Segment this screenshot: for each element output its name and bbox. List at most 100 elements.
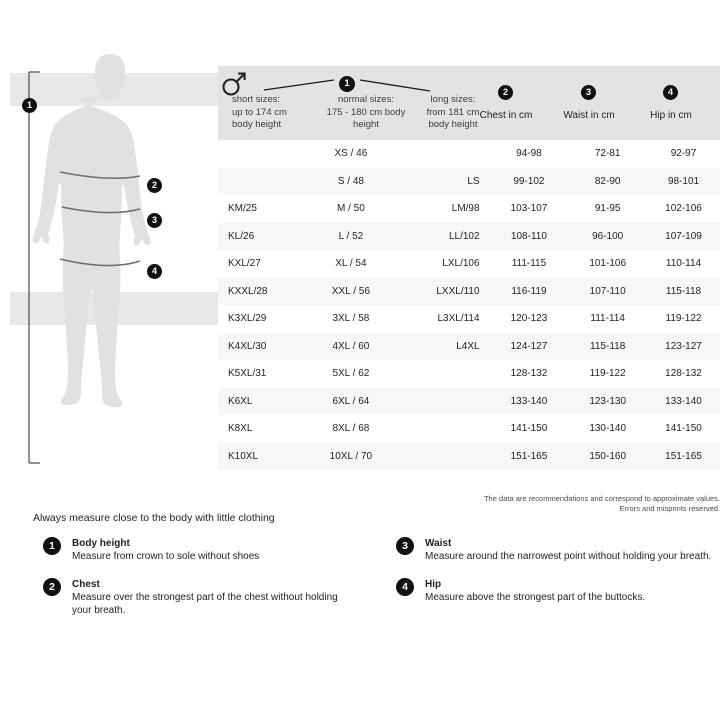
cell-waist: 130-140 — [589, 423, 627, 435]
legend-title-3: Waist — [425, 538, 452, 549]
cell-short-size: KXXL/28 — [228, 285, 268, 297]
figure-badge-4: 4 — [147, 264, 162, 279]
cell-long-size: LXXL/110 — [436, 285, 480, 297]
header-waist-label: Waist in cm — [563, 110, 615, 121]
cell-waist: 115-118 — [590, 340, 626, 352]
legend-title-4: Hip — [425, 579, 442, 590]
table-row: K8XL 8XL / 68 141-150 130-140 141-150 — [218, 415, 720, 443]
header-normal-sizes: normal sizes: 175 - 180 cm body height — [318, 94, 414, 132]
cell-chest: 133-140 — [510, 395, 548, 407]
cell-chest: 120-123 — [510, 313, 548, 325]
legend-item-body-height: 1 Body height Measure from crown to sole… — [43, 537, 343, 563]
legend-badge-2: 2 — [43, 578, 61, 596]
cell-short-size: KXL/27 — [228, 258, 261, 270]
cell-short-size: K6XL — [228, 395, 253, 407]
header-leader-lines — [263, 79, 431, 92]
cell-chest: 99-102 — [513, 175, 545, 187]
cell-waist: 82-90 — [594, 175, 621, 187]
legend-desc-4: Measure above the strongest part of the … — [425, 592, 646, 603]
cell-long-size: LL/102 — [448, 230, 480, 242]
cell-waist: 119-122 — [589, 368, 626, 380]
header-normal-line-1: normal sizes: — [338, 94, 394, 105]
cell-short-size: K10XL — [228, 450, 259, 462]
table-row: K10XL 10XL / 70 151-165 150-160 151-165 — [218, 442, 720, 470]
cell-waist: 111-114 — [590, 313, 625, 325]
header-short-sizes: short sizes: up to 174 cm body height — [232, 94, 320, 132]
cell-hip: 107-109 — [665, 230, 702, 242]
header-hip-label: Hip in cm — [650, 110, 692, 121]
disclaimer-line-2: Errors and misprints reserved. — [619, 504, 720, 513]
cell-chest: 94-98 — [516, 148, 542, 160]
size-table: 1 short sizes: up to 174 cm body height … — [218, 66, 720, 470]
table-row: KXXL/28 XXL / 56 LXXL/110 116-119 107-110 115… — [218, 277, 720, 305]
cell-hip: 98-101 — [667, 175, 700, 187]
legend-desc-3: Measure around the narrowest point witho… — [425, 551, 712, 562]
legend-badge-4: 4 — [396, 578, 414, 596]
cell-hip: 119-122 — [665, 313, 702, 325]
legend-intro: Always measure close to the body with li… — [33, 512, 275, 524]
header-badge-2: 2 — [498, 85, 513, 100]
legend-badge-1: 1 — [43, 537, 61, 555]
cell-normal-size: 10XL / 70 — [329, 450, 373, 462]
cell-long-size: L4XL — [456, 340, 480, 352]
table-row: K4XL/30 4XL / 60 L4XL 124-127 115-118 123-127 — [218, 332, 720, 360]
cell-normal-size: 5XL / 62 — [332, 368, 370, 380]
cell-waist: 72-81 — [594, 148, 621, 160]
table-row: S / 48 LS 99-102 82-90 98-101 — [218, 167, 720, 195]
table-body: XS / 46 94-98 72-81 92-97 S / 48 LS 99-102 82-9… — [218, 140, 720, 470]
legend-item-hip: 4 Hip Measure above the strongest part o… — [396, 578, 696, 604]
legend-item-waist: 3 Waist Measure around the narrowest poi… — [396, 537, 711, 563]
cell-waist: 123-130 — [589, 395, 627, 407]
cell-chest: 124-127 — [510, 340, 548, 352]
cell-short-size: KL/26 — [228, 230, 255, 242]
cell-hip: 123-127 — [665, 340, 702, 352]
cell-short-size: K3XL/29 — [228, 313, 267, 325]
cell-normal-size: XL / 54 — [335, 258, 367, 270]
disclaimer: The data are recommendations and corresp… — [400, 494, 720, 514]
cell-waist: 91-95 — [594, 203, 621, 215]
cell-normal-size: 3XL / 58 — [332, 313, 370, 325]
cell-hip: 110-114 — [665, 258, 702, 270]
legend-title-1: Body height — [72, 538, 130, 549]
header-short-line-1: short sizes: — [232, 94, 281, 105]
cell-chest: 151-165 — [510, 450, 548, 462]
legend-title-2: Chest — [72, 579, 100, 590]
cell-chest: 141-150 — [510, 423, 548, 435]
cell-normal-size: XXL / 56 — [331, 285, 370, 297]
cell-hip: 92-97 — [670, 148, 697, 160]
cell-waist: 107-110 — [589, 285, 626, 297]
cell-hip: 151-165 — [665, 450, 702, 462]
legend-desc-1: Measure from crown to sole without shoes — [72, 551, 260, 562]
cell-long-size: L3XL/114 — [437, 313, 480, 325]
figure-badge-3: 3 — [147, 213, 162, 228]
cell-chest: 128-132 — [510, 368, 548, 380]
cell-short-size: K5XL/31 — [228, 368, 267, 380]
table-row: KM/25 M / 50 LM/98 103-107 91-95 102-106 — [218, 195, 720, 223]
header-long-line-2: from 181 cm — [426, 106, 480, 118]
cell-hip: 115-118 — [665, 285, 702, 297]
table-row: K6XL 6XL / 64 133-140 123-130 133-140 — [218, 387, 720, 415]
cell-normal-size: 4XL / 60 — [332, 340, 370, 352]
cell-chest: 108-110 — [510, 230, 547, 242]
table-row: K3XL/29 3XL / 58 L3XL/114 120-123 111-114 119… — [218, 305, 720, 333]
cell-hip: 128-132 — [665, 368, 702, 380]
cell-normal-size: L / 52 — [338, 230, 364, 242]
cell-long-size: LXL/106 — [442, 258, 480, 270]
legend-badge-3: 3 — [396, 537, 414, 555]
cell-normal-size: 8XL / 68 — [332, 423, 370, 435]
cell-normal-size: S / 48 — [337, 175, 364, 187]
cell-chest: 103-107 — [510, 203, 548, 215]
body-figure-panel: 1 2 3 4 — [0, 0, 218, 490]
cell-long-size: LS — [467, 175, 480, 187]
cell-short-size: K8XL — [228, 423, 253, 435]
cell-waist: 150-160 — [589, 450, 627, 462]
table-row: XS / 46 94-98 72-81 92-97 — [218, 140, 720, 168]
cell-waist: 101-106 — [589, 258, 627, 270]
cell-hip: 102-106 — [665, 203, 702, 215]
header-normal-line-3: height — [353, 119, 379, 130]
header-normal-line-2: 175 - 180 cm body — [326, 106, 406, 118]
cell-hip: 141-150 — [665, 423, 702, 435]
cell-normal-size: 6XL / 64 — [332, 395, 370, 407]
table-row: KL/26 L / 52 LL/102 108-110 96-100 107-109 — [218, 222, 720, 250]
table-header: 1 short sizes: up to 174 cm body height … — [218, 66, 720, 140]
